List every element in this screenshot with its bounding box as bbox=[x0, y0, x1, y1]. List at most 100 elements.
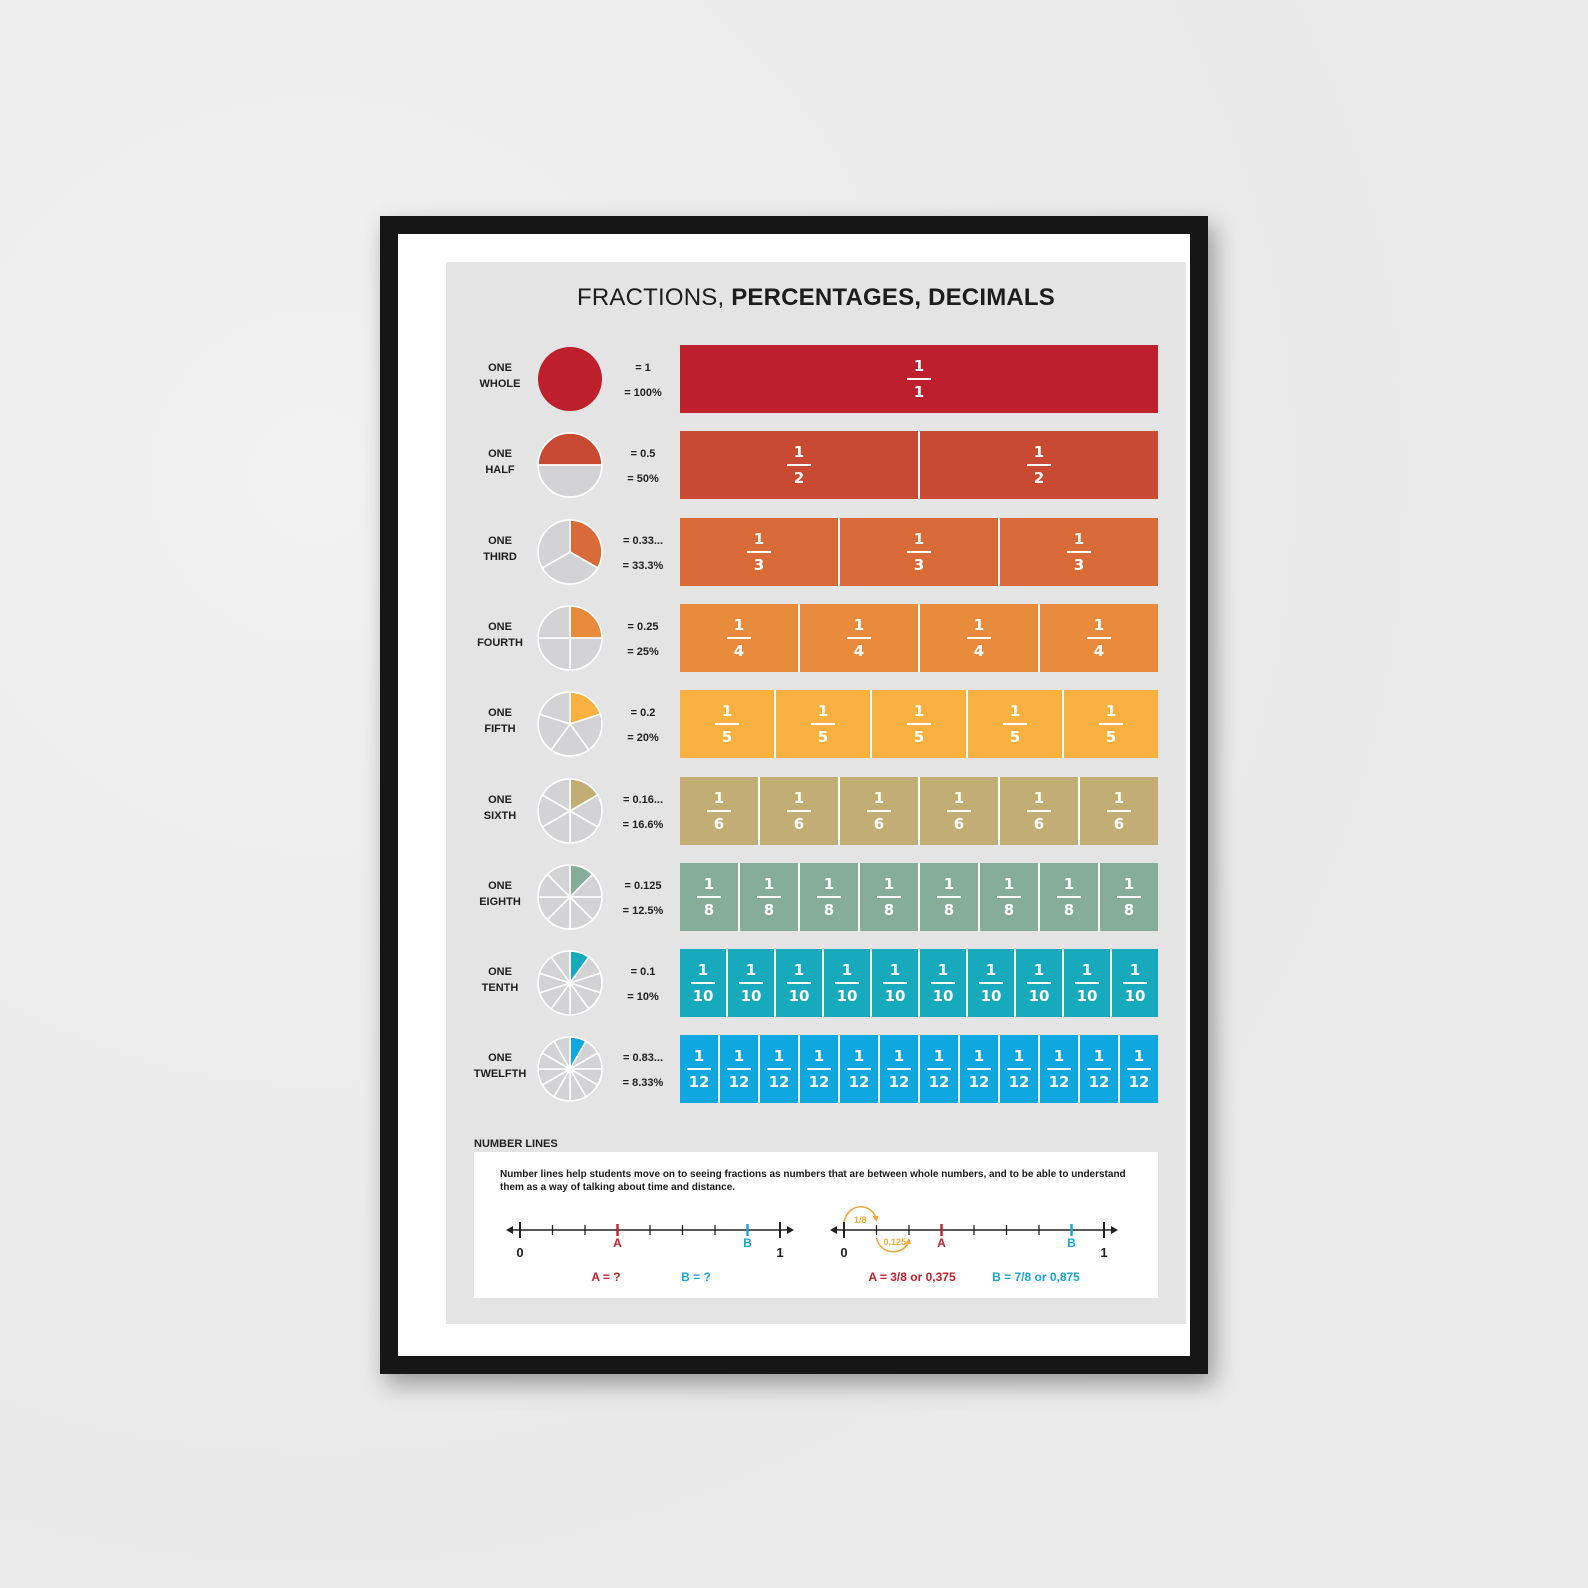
fraction-line bbox=[811, 723, 835, 726]
decimal-value: = 1 bbox=[635, 362, 651, 374]
fraction-numerator: 1 bbox=[1009, 702, 1021, 721]
fraction-name-line1: ONE bbox=[488, 879, 512, 892]
fraction-line bbox=[967, 1068, 991, 1071]
fraction-denominator: 12 bbox=[1008, 1073, 1030, 1092]
fraction-numerator: 1 bbox=[985, 961, 997, 980]
fraction-cell: 1 12 bbox=[838, 1035, 878, 1104]
fraction-cell: 1 10 bbox=[726, 949, 774, 1018]
fraction-name-line2: THIRD bbox=[483, 550, 517, 563]
fraction-cell: 1 12 bbox=[680, 1035, 718, 1104]
fraction-name-line1: ONE bbox=[488, 534, 512, 547]
fraction-numerator: 1 bbox=[933, 1047, 945, 1066]
fraction-line bbox=[907, 723, 931, 726]
fraction-cell: 1 12 bbox=[1038, 1035, 1078, 1104]
fraction-denominator: 6 bbox=[713, 814, 725, 833]
pie-slice bbox=[537, 464, 603, 499]
fraction-row: ONE FOURTH = 0.25 = 25% 1 4 1 4 1 4 1 4 bbox=[446, 603, 1186, 673]
end-label: 1 bbox=[776, 1245, 783, 1260]
pie-outline bbox=[537, 518, 603, 585]
fraction-denominator: 4 bbox=[973, 641, 985, 660]
fraction-numerator: 1 bbox=[773, 1047, 785, 1066]
fraction-denominator: 12 bbox=[768, 1073, 790, 1092]
fraction-denominator: 12 bbox=[688, 1073, 710, 1092]
fraction-line bbox=[687, 1068, 711, 1071]
fraction-cell: 1 12 bbox=[718, 1035, 758, 1104]
fraction-line bbox=[1027, 982, 1051, 985]
fraction-denominator: 2 bbox=[1033, 469, 1045, 488]
fraction-cell: 1 10 bbox=[680, 949, 726, 1018]
pie-chart bbox=[537, 605, 603, 671]
fraction-row: ONE EIGHTH = 0.125 = 12.5% 1 8 1 8 1 8 1 8 1 8 1 8 1 8 1 8 bbox=[446, 862, 1186, 932]
fraction-numerator: 1 bbox=[1073, 529, 1085, 548]
fraction-denominator: 8 bbox=[823, 900, 835, 919]
fraction-cell: 1 12 bbox=[1078, 1035, 1118, 1104]
fraction-numerator: 1 bbox=[973, 615, 985, 634]
fraction-line bbox=[1099, 723, 1123, 726]
fraction-name-line1: ONE bbox=[488, 448, 512, 461]
fraction-numerator: 1 bbox=[1113, 788, 1125, 807]
fraction-numerator: 1 bbox=[1105, 702, 1117, 721]
fraction-numerator: 1 bbox=[793, 961, 805, 980]
fraction-line bbox=[907, 378, 931, 380]
fraction-row: ONE HALF = 0.5 = 50% 1 2 1 2 bbox=[446, 430, 1186, 500]
fraction-numerator: 1 bbox=[913, 357, 925, 375]
fraction-numerator: 1 bbox=[1013, 1047, 1025, 1066]
percent-value: = 50% bbox=[627, 473, 659, 486]
fraction-numerator: 1 bbox=[733, 1047, 745, 1066]
fraction-denominator: 8 bbox=[703, 900, 715, 919]
fraction-numerator: 1 bbox=[1033, 788, 1045, 807]
fraction-line bbox=[907, 550, 931, 553]
point-a-label: A bbox=[937, 1236, 946, 1250]
fraction-denominator: 12 bbox=[1128, 1073, 1150, 1092]
fraction-cell: 1 12 bbox=[958, 1035, 998, 1104]
fraction-denominator: 10 bbox=[740, 987, 762, 1006]
fraction-cell: 1 12 bbox=[798, 1035, 838, 1104]
fraction-cell: 1 12 bbox=[758, 1035, 798, 1104]
fraction-line bbox=[947, 809, 971, 812]
fraction-denominator: 3 bbox=[1073, 555, 1085, 574]
fraction-cell: 1 12 bbox=[878, 1035, 918, 1104]
fraction-denominator: 1 bbox=[913, 383, 925, 401]
fraction-denominator: 12 bbox=[1048, 1073, 1070, 1092]
fraction-cell: 1 10 bbox=[774, 949, 822, 1018]
pie-chart bbox=[537, 950, 603, 1016]
fraction-line bbox=[1047, 1068, 1071, 1071]
fraction-line bbox=[1075, 982, 1099, 985]
fraction-name-line1: ONE bbox=[488, 966, 512, 979]
fraction-numerator: 1 bbox=[1093, 1047, 1105, 1066]
decimal-value: = 0.83... bbox=[622, 1052, 664, 1065]
fraction-numerator: 1 bbox=[1053, 1047, 1065, 1066]
fraction-line bbox=[867, 809, 891, 812]
step-arrowhead-icon bbox=[905, 1238, 911, 1244]
fraction-numerator: 1 bbox=[873, 788, 885, 807]
fraction-cell: 1 10 bbox=[870, 949, 918, 1018]
fraction-cell: 1 10 bbox=[966, 949, 1014, 1018]
decimal-value: = 0.125 bbox=[624, 879, 662, 892]
fraction-denominator: 12 bbox=[888, 1073, 910, 1092]
fraction-row: ONE WHOLE = 1 = 100% 1 1 bbox=[446, 344, 1186, 414]
fraction-denominator: 8 bbox=[1063, 900, 1075, 919]
pie-chart bbox=[537, 863, 603, 930]
fraction-denominator: 6 bbox=[1033, 814, 1045, 833]
fraction-line bbox=[937, 895, 961, 898]
decimal-value: = 0.1 bbox=[630, 966, 656, 979]
fraction-numerator: 1 bbox=[883, 874, 895, 893]
fraction-denominator: 10 bbox=[836, 987, 858, 1006]
fraction-line bbox=[697, 895, 721, 898]
pie-chart bbox=[537, 518, 603, 585]
percent-value: = 12.5% bbox=[622, 904, 664, 917]
poster: FRACTIONS, PERCENTAGES, DECIMALS ONE WHOL… bbox=[446, 262, 1186, 1324]
fraction-line bbox=[747, 550, 771, 553]
pie-chart bbox=[538, 347, 602, 411]
fraction-denominator: 6 bbox=[873, 814, 885, 833]
fraction-row: ONE SIXTH = 0.16... = 16.6% 1 6 1 6 1 6 1 6 1 6 1 6 bbox=[446, 776, 1186, 846]
fraction-denominator: 8 bbox=[943, 900, 955, 919]
